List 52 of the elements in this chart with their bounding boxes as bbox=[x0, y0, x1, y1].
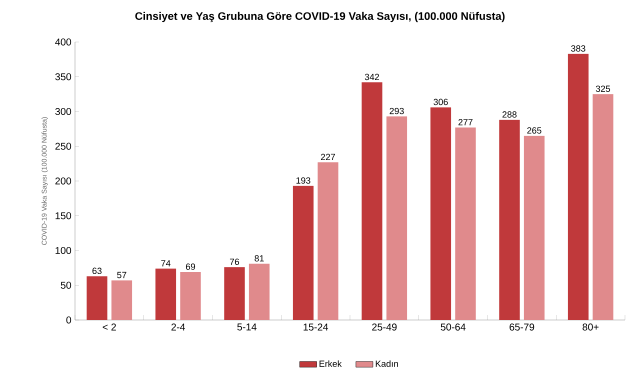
data-label: 342 bbox=[364, 74, 380, 80]
bar bbox=[180, 272, 201, 320]
y-tick-label: 350 bbox=[55, 73, 72, 80]
y-tick-label: 150 bbox=[56, 212, 72, 220]
data-label: 63 bbox=[92, 268, 102, 274]
y-tick-label: 100 bbox=[56, 246, 72, 254]
data-label: 193 bbox=[296, 177, 310, 184]
y-tick-label: 250 bbox=[55, 142, 72, 150]
data-label: 293 bbox=[390, 108, 404, 114]
bar bbox=[318, 162, 338, 320]
bar bbox=[111, 280, 132, 320]
bar bbox=[362, 82, 382, 320]
y-tick-label: 50 bbox=[60, 282, 72, 289]
bar bbox=[430, 107, 452, 320]
bar bbox=[568, 54, 589, 320]
data-label: 277 bbox=[458, 119, 473, 126]
y-tick-label: 300 bbox=[55, 108, 72, 116]
bar bbox=[499, 120, 520, 320]
x-tick-label: < 2 bbox=[102, 324, 116, 330]
data-label: 74 bbox=[161, 260, 170, 266]
legend-label: Kadın bbox=[376, 360, 398, 367]
chart-title: Cinsiyet ve Yaş Grubuna Göre COVID-19 Vaka Sayısı, (100.000 Nüfusta) bbox=[135, 12, 505, 22]
bar bbox=[155, 268, 176, 320]
x-tick-label: 80+ bbox=[582, 324, 599, 331]
x-tick-label: 5-14 bbox=[237, 324, 257, 330]
y-tick-label: 0 bbox=[66, 316, 72, 324]
legend-label: Erkek bbox=[320, 360, 342, 367]
bar bbox=[292, 186, 314, 320]
data-label: 265 bbox=[527, 127, 542, 134]
x-tick-label: 65-79 bbox=[510, 324, 534, 331]
bar bbox=[455, 127, 476, 320]
data-label: 76 bbox=[230, 258, 240, 265]
bar bbox=[524, 136, 545, 320]
data-label: 325 bbox=[596, 86, 610, 92]
bar bbox=[248, 264, 270, 320]
data-label: 383 bbox=[571, 45, 586, 52]
data-label: 306 bbox=[434, 98, 448, 106]
x-tick-label: 50-64 bbox=[440, 324, 466, 331]
x-tick-label: 25-49 bbox=[372, 324, 397, 331]
bar bbox=[86, 276, 108, 320]
x-tick-label: 2-4 bbox=[171, 324, 186, 330]
data-label: 288 bbox=[502, 111, 517, 118]
data-label: 227 bbox=[320, 154, 336, 160]
bar bbox=[592, 94, 614, 320]
y-tick-label: 400 bbox=[55, 38, 72, 46]
x-tick-label: 15-24 bbox=[304, 324, 328, 331]
bar bbox=[386, 116, 408, 320]
data-label: 69 bbox=[186, 264, 196, 270]
y-tick-label: 200 bbox=[55, 177, 72, 185]
data-label: 81 bbox=[254, 255, 264, 262]
bar bbox=[224, 267, 245, 320]
data-label: 57 bbox=[117, 272, 126, 278]
